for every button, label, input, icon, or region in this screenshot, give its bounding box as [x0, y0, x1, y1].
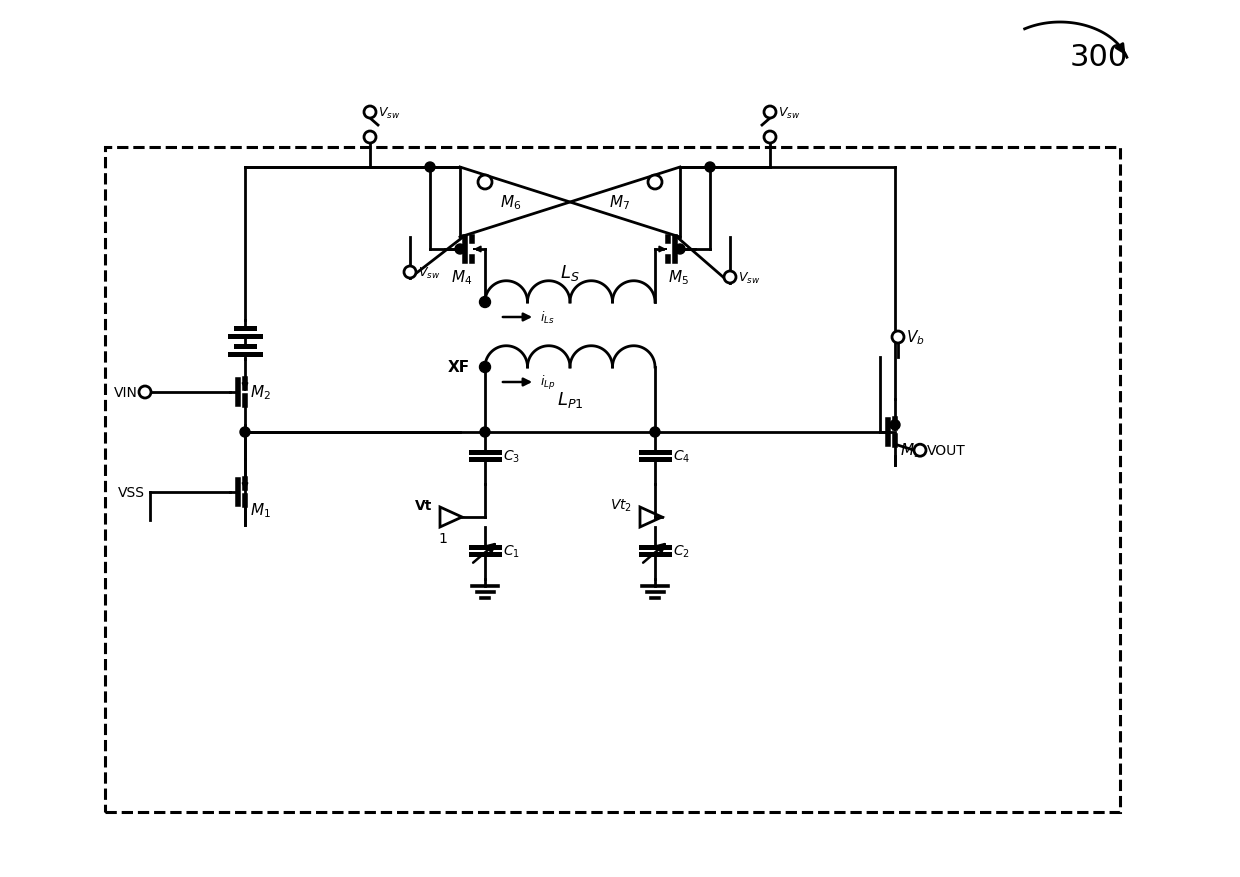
Text: $M_1$: $M_1$	[250, 501, 270, 520]
Text: Vt: Vt	[414, 498, 432, 512]
Circle shape	[480, 362, 491, 373]
Text: XF: XF	[448, 360, 470, 375]
Circle shape	[649, 175, 662, 189]
Text: $i_{Lp}$: $i_{Lp}$	[539, 374, 556, 391]
Text: $M_4$: $M_4$	[451, 267, 472, 287]
Circle shape	[892, 332, 904, 344]
Circle shape	[706, 163, 715, 173]
Text: $L_S$: $L_S$	[560, 263, 580, 282]
Text: $i_{Ls}$: $i_{Ls}$	[539, 310, 554, 325]
Text: $C_1$: $C_1$	[503, 543, 520, 560]
Circle shape	[404, 267, 415, 279]
Text: VIN: VIN	[114, 386, 138, 400]
Circle shape	[365, 107, 376, 119]
Circle shape	[425, 163, 435, 173]
Text: $M_7$: $M_7$	[609, 194, 630, 212]
Circle shape	[764, 107, 776, 119]
Circle shape	[455, 245, 465, 254]
Circle shape	[890, 420, 900, 431]
Text: VSS: VSS	[118, 486, 145, 499]
Circle shape	[365, 132, 376, 144]
Text: $Vt_2$: $Vt_2$	[610, 497, 632, 514]
Text: $V_b$: $V_b$	[906, 328, 925, 347]
Circle shape	[650, 427, 660, 438]
Text: $V_{sw}$: $V_{sw}$	[777, 105, 800, 120]
Text: $M_5$: $M_5$	[667, 267, 688, 287]
Text: VOUT: VOUT	[928, 444, 966, 458]
Text: $L_{P1}$: $L_{P1}$	[557, 389, 583, 410]
Circle shape	[764, 132, 776, 144]
Text: $C_3$: $C_3$	[503, 448, 520, 465]
Text: 300: 300	[1070, 44, 1128, 73]
Text: $V_{sw}$: $V_{sw}$	[738, 270, 760, 285]
Text: $M_3$: $M_3$	[900, 441, 921, 460]
Circle shape	[675, 245, 684, 254]
Circle shape	[724, 272, 737, 283]
Circle shape	[241, 427, 250, 438]
Circle shape	[480, 297, 491, 308]
Circle shape	[477, 175, 492, 189]
Circle shape	[139, 387, 151, 398]
Text: $C_4$: $C_4$	[673, 448, 691, 465]
Circle shape	[914, 445, 926, 457]
Text: 1: 1	[438, 531, 446, 545]
Text: $M_6$: $M_6$	[500, 194, 521, 212]
Text: $M_2$: $M_2$	[250, 383, 270, 402]
Text: $V_{sw}$: $V_{sw}$	[418, 265, 440, 281]
Circle shape	[480, 427, 490, 438]
Text: $C_2$: $C_2$	[673, 543, 689, 560]
Text: $V_{sw}$: $V_{sw}$	[378, 105, 401, 120]
